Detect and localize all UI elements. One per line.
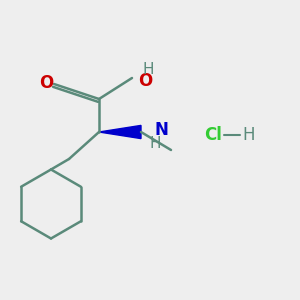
Text: H: H — [143, 61, 154, 76]
Text: N: N — [154, 122, 168, 140]
Text: Cl: Cl — [204, 126, 222, 144]
Polygon shape — [99, 125, 141, 139]
Text: O: O — [39, 74, 54, 92]
Text: O: O — [138, 72, 152, 90]
Text: H: H — [243, 126, 255, 144]
Text: H: H — [150, 136, 161, 152]
